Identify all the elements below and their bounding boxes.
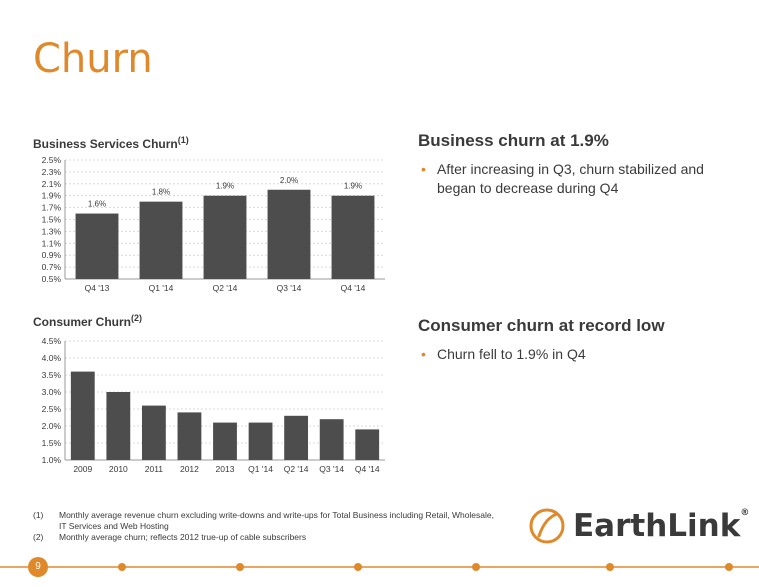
consumer-chart-title: Consumer Churn(2) (33, 313, 143, 329)
consumer-xtick-label: 2011 (145, 464, 164, 474)
business-data-label: 1.6% (88, 200, 106, 209)
business-xtick-label: Q4 '13 (85, 283, 110, 293)
footnote-1: (1) Monthly average revenue churn exclud… (33, 510, 494, 531)
business-chart-title: Business Services Churn(1) (33, 135, 189, 151)
footer-rule (0, 563, 759, 571)
business-ytick-label: 2.5% (42, 155, 62, 165)
consumer-bar (106, 392, 131, 460)
consumer-bar (177, 412, 202, 460)
business-ytick-label: 1.5% (42, 215, 62, 225)
earthlink-logo: EarthLink® (527, 506, 749, 546)
consumer-xtick-label: 2013 (216, 464, 235, 474)
consumer-ytick-label: 4.5% (42, 336, 62, 346)
business-xtick-label: Q4 '14 (341, 283, 366, 293)
business-data-label: 1.8% (152, 188, 170, 197)
business-bar (267, 189, 311, 279)
consumer-ytick-label: 3.5% (42, 370, 62, 380)
consumer-xtick-label: Q2 '14 (284, 464, 309, 474)
consumer-ytick-label: 1.5% (42, 438, 62, 448)
consumer-churn-bullet: • Churn fell to 1.9% in Q4 (421, 346, 586, 362)
earthlink-logo-icon (529, 508, 565, 544)
business-ytick-label: 0.7% (42, 262, 62, 272)
consumer-ytick-label: 2.0% (42, 421, 62, 431)
bullet-dot: • (421, 346, 426, 362)
logo-wordmark: EarthLink® (573, 508, 750, 544)
consumer-xtick-label: Q4 '14 (355, 464, 380, 474)
consumer-bar (248, 422, 273, 460)
consumer-churn-heading: Consumer churn at record low (418, 316, 665, 335)
business-ytick-label: 1.9% (42, 191, 62, 201)
business-ytick-label: 2.3% (42, 167, 62, 177)
business-churn-chart: 0.5% 0.7% 0.9% 1.1% 1.3%1.5% 1.7% 1.9% 2.1% 2.3%… (42, 155, 385, 293)
bullet-dot: • (421, 161, 426, 177)
footer-dot (118, 563, 126, 571)
consumer-xtick-label: Q3 '14 (319, 464, 344, 474)
consumer-ytick-label: 3.0% (42, 387, 62, 397)
business-ytick-label: 1.1% (42, 238, 62, 248)
business-churn-bullet: • After increasing in Q3, churn stabiliz… (421, 161, 704, 196)
consumer-xtick-label: 2010 (109, 464, 128, 474)
business-ytick-label: 0.5% (42, 274, 62, 284)
business-data-label: 1.9% (216, 182, 234, 191)
business-bar (331, 195, 375, 279)
consumer-xtick-label: 2012 (180, 464, 199, 474)
business-ytick-label: 0.9% (42, 250, 62, 260)
business-bar (203, 195, 247, 279)
business-xtick-label: Q2 '14 (213, 283, 238, 293)
footer-dot (354, 563, 362, 571)
consumer-bar (70, 371, 95, 460)
consumer-ytick-label: 1.0% (42, 455, 62, 465)
business-data-label: 2.0% (280, 176, 298, 185)
footer-dot (236, 563, 244, 571)
consumer-ytick-label: 2.5% (42, 404, 62, 414)
consumer-xtick-label: Q1 '14 (248, 464, 273, 474)
page-title: Churn (33, 36, 153, 82)
consumer-bar (213, 422, 237, 460)
business-data-label: 1.9% (344, 182, 362, 191)
business-ytick-label: 2.1% (42, 179, 62, 189)
footnote-2: (2) Monthly average churn; reflects 2012… (33, 532, 307, 542)
business-xtick-label: Q1 '14 (149, 283, 174, 293)
business-bar (139, 201, 183, 279)
business-ytick-label: 1.7% (42, 203, 62, 213)
consumer-xtick-label: 2009 (73, 464, 92, 474)
footer-dot (472, 563, 480, 571)
consumer-bar (319, 419, 344, 460)
footer-dot (725, 563, 733, 571)
footer-dot (606, 563, 614, 571)
page-number: 9 (28, 557, 48, 577)
business-xtick-label: Q3 '14 (277, 283, 302, 293)
consumer-churn-chart: 1.0% 1.5% 2.0% 2.5% 3.0% 3.5% 4.0% 4.5% 2009 2010… (42, 336, 385, 474)
consumer-bar (284, 415, 309, 460)
consumer-bar (355, 429, 380, 460)
consumer-bar (141, 405, 166, 460)
business-churn-heading: Business churn at 1.9% (418, 131, 609, 150)
business-ytick-label: 1.3% (42, 226, 62, 236)
business-bar (75, 213, 119, 279)
footnotes: (1) Monthly average revenue churn exclud… (33, 510, 503, 543)
consumer-ytick-label: 4.0% (42, 353, 62, 363)
